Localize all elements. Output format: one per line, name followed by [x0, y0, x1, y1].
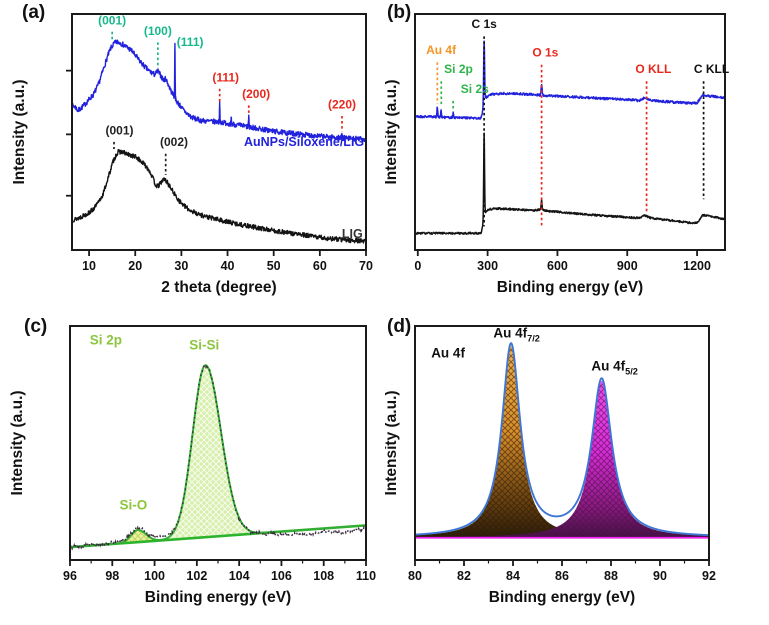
- axes: 80 82 84 86 88 90 92 Binding energy (eV) Intensi…: [385, 325, 716, 606]
- peak-annotation: (001): [106, 123, 134, 137]
- x-tick-label: 50: [267, 259, 281, 273]
- peak-annotation: Si 2p: [444, 62, 473, 76]
- x-tick-label: 10: [82, 259, 96, 273]
- x-tick-label: 20: [128, 259, 142, 273]
- axes: 10 20 30 40 50 60 70 2 theta (degree) Intensity …: [11, 13, 373, 296]
- x-tick-label: 40: [221, 259, 235, 273]
- x-tick-label: 106: [271, 569, 292, 583]
- series-group: [69, 362, 367, 551]
- x-tick-label: 600: [547, 259, 568, 273]
- trace-1: [71, 149, 367, 244]
- x-tick-label: 104: [229, 569, 250, 583]
- x-tick-label: 110: [356, 569, 376, 583]
- peak-annotation: C 1s: [471, 17, 497, 31]
- annotations: Si 2p Si-Si Si-O: [90, 333, 219, 513]
- series-group: [71, 39, 367, 244]
- panel-a: (a) 10 20 30 40 50 60 70 2 theta (degree) Intens…: [0, 0, 385, 302]
- panel-c: (c) 96 98 100 102 104 106 108 110 Binding energy…: [0, 302, 385, 625]
- panel-c-plot: 96 98 100 102 104 106 108 110 Binding energy (eV…: [9, 325, 376, 606]
- peak-annotation: O 1s: [532, 45, 558, 59]
- panel-b-label: (b): [387, 2, 412, 23]
- panel-d-plot: 80 82 84 86 88 90 92 Binding energy (eV) Intensi…: [385, 325, 716, 606]
- annotations: Au 4f Si 2p Si 2s C 1s O 1s O KLL C KLL: [426, 17, 729, 227]
- peak-annotation: Au 4f7/2: [493, 326, 540, 344]
- x-tick-label: 86: [555, 569, 569, 583]
- peak-annotation: Au 4f: [426, 43, 457, 57]
- peak-hatch-Si-Si: [70, 365, 366, 548]
- annotations: Au 4f Au 4f7/2 Au 4f5/2: [431, 326, 638, 377]
- peak-annotation: AuNPs/Siloxene/LIG: [244, 135, 364, 149]
- x-tick-label: 1200: [683, 259, 711, 273]
- peak-annotation: (100): [144, 24, 172, 38]
- x-tick-label: 102: [186, 569, 207, 583]
- peak-annotation: O KLL: [635, 62, 671, 76]
- x-axis-title: Binding energy (eV): [489, 589, 635, 606]
- x-tick-label: 100: [144, 569, 165, 583]
- envelope: [69, 364, 367, 549]
- x-tick-label: 30: [174, 259, 188, 273]
- x-tick-label: 96: [63, 569, 77, 583]
- x-tick-label: 84: [506, 569, 520, 583]
- panel-d-label: (d): [387, 316, 412, 337]
- x-axis-title: Binding energy (eV): [497, 279, 643, 296]
- panel-c-label: (c): [24, 316, 48, 337]
- axes: 0 300 600 900 1200 Binding energy (eV) Intensi…: [385, 13, 726, 296]
- peak-annotation: LIG: [342, 227, 363, 241]
- axes: 96 98 100 102 104 106 108 110 Binding energy (eV…: [9, 325, 376, 606]
- peak-annotation: (002): [160, 135, 188, 149]
- peak-annotation: (111): [177, 35, 204, 49]
- peak-hatch-Au 4f7/2: [415, 345, 709, 538]
- trace-0: [414, 40, 726, 120]
- x-tick-label: 60: [313, 259, 327, 273]
- x-tick-label: 98: [105, 569, 119, 583]
- peak-annotation: (001): [98, 14, 126, 28]
- panel-a-plot: 10 20 30 40 50 60 70 2 theta (degree) Intensity …: [11, 13, 373, 296]
- peak-fill-Au 4f5/2: [415, 381, 709, 538]
- y-axis-title: Intensity (a.u.): [385, 390, 400, 495]
- x-tick-label: 70: [359, 259, 373, 273]
- y-axis-title: Intensity (a.u.): [385, 79, 400, 184]
- panel-b-plot: 0 300 600 900 1200 Binding energy (eV) Intensi…: [385, 13, 729, 296]
- x-tick-label: 90: [653, 569, 667, 583]
- peak-annotation: Au 4f: [431, 346, 465, 361]
- raw-data-trace: [69, 362, 367, 551]
- series-group: [414, 40, 726, 235]
- peak-annotation: (220): [328, 97, 356, 111]
- panel-b: (b) 0 300 600 900 1200 Binding energy (eV) Int…: [385, 0, 769, 302]
- x-axis-title: Binding energy (eV): [145, 589, 291, 606]
- annotations: (001)(100)(111)(111)(200)(220)(001)(002)…: [98, 14, 364, 242]
- x-tick-label: 300: [477, 259, 498, 273]
- x-tick-label: 108: [313, 569, 334, 583]
- peak-annotation: C KLL: [694, 62, 729, 76]
- series-group: [414, 342, 710, 539]
- panel-a-label: (a): [22, 2, 46, 23]
- envelope: [414, 342, 710, 537]
- trace-1: [414, 132, 726, 235]
- peak-annotation: Si 2p: [90, 333, 122, 348]
- panel-d: (d) 80 82 84 86 88 90 92 Binding energy (eV) Int…: [385, 302, 769, 625]
- peak-annotation: Si 2s: [461, 82, 489, 96]
- peak-fill-Au 4f7/2: [415, 345, 709, 538]
- x-tick-label: 0: [414, 259, 421, 273]
- peak-annotation: (111): [212, 70, 239, 84]
- x-tick-label: 80: [408, 569, 422, 583]
- trace-0: [71, 39, 367, 143]
- peak-annotation: (200): [242, 87, 270, 101]
- peak-hatch-Au 4f5/2: [415, 381, 709, 538]
- x-tick-label: 92: [702, 569, 716, 583]
- x-tick-label: 900: [617, 259, 638, 273]
- y-axis-title: Intensity (a.u.): [11, 79, 28, 184]
- x-tick-label: 82: [457, 569, 471, 583]
- peak-annotation: Au 4f5/2: [591, 358, 638, 376]
- x-tick-label: 88: [604, 569, 618, 583]
- peak-annotation: Si-O: [120, 498, 148, 513]
- peak-annotation: Si-Si: [189, 337, 219, 352]
- y-axis-title: Intensity (a.u.): [9, 390, 26, 495]
- x-axis-title: 2 theta (degree): [161, 279, 276, 296]
